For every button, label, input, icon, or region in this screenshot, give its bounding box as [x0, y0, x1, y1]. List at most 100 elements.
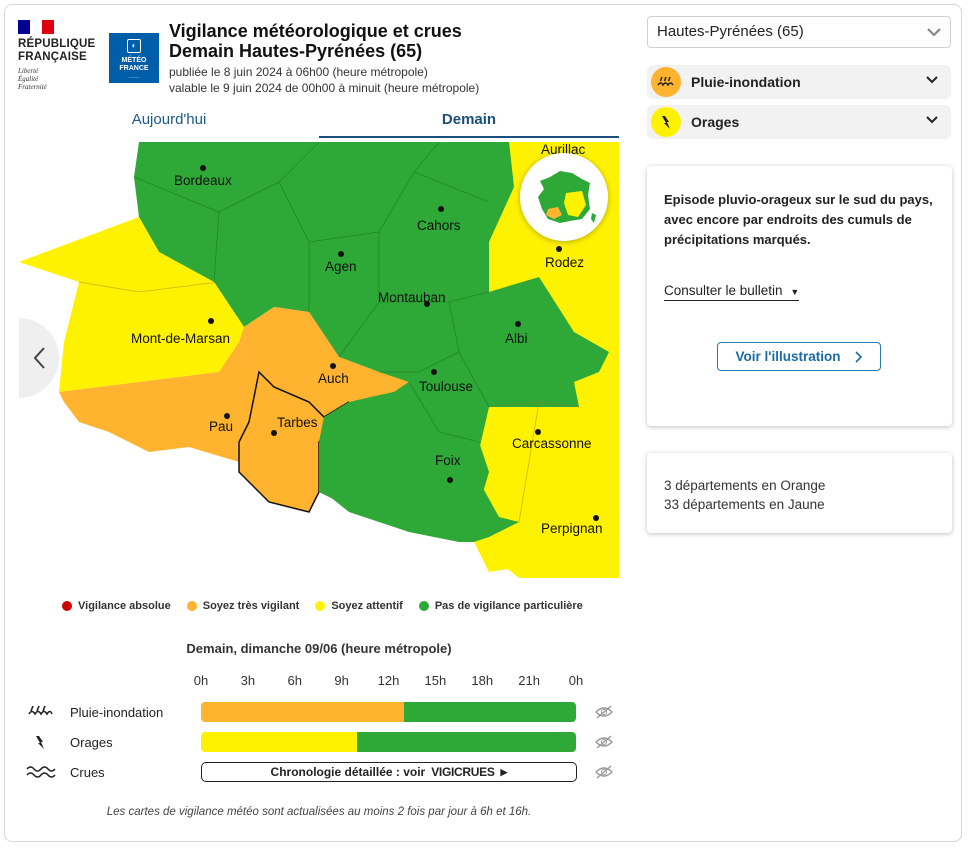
city-label-agen: Agen	[325, 259, 357, 274]
city-dot-bordeaux	[200, 165, 206, 171]
city-dot-albi	[515, 321, 521, 327]
page-title-line2: Demain Hautes-Pyrénées (65)	[169, 41, 423, 61]
hour-tick-label: 9h	[334, 673, 349, 688]
legend-item-yellow: Soyez attentif	[315, 600, 403, 612]
hidden-eye-icon[interactable]	[594, 764, 614, 780]
count-orange: 3 départements en Orange	[664, 478, 826, 493]
legend-label-green: Pas de vigilance particulière	[434, 600, 583, 612]
city-label-montauban: Montauban	[378, 290, 446, 305]
consult-bulletin-label: Consulter le bulletin	[664, 283, 783, 298]
vigicrues-link-text: Chronologie détaillée : voir	[270, 765, 426, 779]
view-illustration-button[interactable]: Voir l'illustration	[717, 342, 881, 371]
phenomenon-storm-label: Orages	[691, 114, 740, 130]
legend-dot-red	[62, 601, 72, 611]
city-label-pau: Pau	[209, 419, 233, 434]
department-borders-south	[78, 281, 580, 523]
france-minimap[interactable]	[520, 153, 608, 241]
tab-tomorrow[interactable]: Demain	[319, 110, 619, 138]
city-dot-mont-de-marsan	[208, 318, 214, 324]
hour-tick-label: 3h	[240, 673, 256, 688]
city-dot-auch	[330, 363, 336, 369]
legend-label-yellow: Soyez attentif	[331, 600, 403, 612]
consult-bulletin-dropdown[interactable]: Consulter le bulletin ▼	[664, 283, 800, 301]
hidden-eye-icon[interactable]	[594, 734, 614, 750]
timeline-label-flood: Crues	[70, 765, 105, 780]
hour-tick-label: 18h	[471, 673, 494, 688]
france-minimap-icon	[538, 171, 596, 223]
rain-flood-icon	[26, 704, 54, 725]
city-label-mont-de-marsan: Mont-de-Marsan	[131, 331, 230, 346]
chevron-down-icon	[927, 28, 941, 37]
city-label-rodez: Rodez	[545, 255, 584, 270]
map-legend: Vigilance absolue Soyez très vigilant So…	[62, 600, 583, 612]
bulletin-summary: Episode pluvio-orageux sur le sud du pay…	[664, 192, 933, 247]
chevron-right-icon	[855, 350, 863, 363]
vigilance-map[interactable]: Bordeaux Aurillac Cahors Agen Rodez Mont…	[19, 142, 619, 578]
region-orange-pau[interactable]	[59, 342, 274, 462]
city-label-foix: Foix	[435, 453, 461, 468]
phenomenon-storm-accordion[interactable]: Orages	[647, 105, 951, 139]
meteo-france-logo: ◐ MÉTÉO FRANCE ———	[109, 33, 159, 83]
hour-tick-label: 6h	[287, 673, 302, 688]
page-title: Vigilance météorologique et crues Demain…	[169, 21, 462, 61]
count-yellow: 33 départements en Jaune	[664, 497, 825, 512]
department-borders	[133, 142, 490, 443]
region-green-ariege[interactable]	[319, 382, 489, 542]
rain-flood-icon	[651, 67, 681, 97]
page-title-line1: Vigilance météorologique et crues	[169, 21, 462, 41]
republique-motto: Liberté Égalité Fraternité	[18, 67, 47, 91]
french-flag-icon	[18, 20, 54, 34]
city-dot-carcassonne	[535, 429, 541, 435]
city-markers: Bordeaux Aurillac Cahors Agen Rodez Mont…	[131, 142, 603, 536]
bulletin-card	[647, 166, 952, 426]
storm-yellow-segment	[201, 732, 357, 752]
city-dot-cahors	[438, 206, 444, 212]
meteo-france-emblem-icon: ◐	[127, 39, 141, 53]
hour-tick-label: 0h	[568, 673, 584, 688]
legend-dot-orange	[186, 601, 197, 611]
validity-date: valable le 9 juin 2024 de 00h00 à minuit…	[169, 81, 480, 95]
department-select[interactable]: Hautes-Pyrénées (65)	[647, 16, 951, 48]
vigicrues-brand: VIGICRUES	[431, 765, 495, 779]
city-dot-toulouse	[431, 369, 437, 375]
legend-label-orange: Soyez très vigilant	[202, 600, 300, 612]
city-label-albi: Albi	[505, 331, 528, 346]
legend-item-absolute: Vigilance absolue	[62, 600, 171, 612]
city-dot-montauban	[424, 301, 430, 307]
hour-tick-label: 12h	[377, 673, 400, 688]
legend-item-orange: Soyez très vigilant	[186, 600, 300, 612]
chevron-down-icon	[926, 76, 938, 84]
region-yellow-landes[interactable]	[19, 217, 244, 392]
published-date: publiée le 8 juin 2024 à 06h00 (heure mé…	[169, 65, 428, 79]
hour-tick-label: 21h	[518, 673, 540, 688]
region-green-center[interactable]	[134, 142, 609, 542]
city-label-toulouse: Toulouse	[419, 379, 473, 394]
city-label-bordeaux: Bordeaux	[174, 173, 232, 188]
city-dot-rodez	[556, 246, 562, 252]
department-counts: 3 départements en Orange 33 départements…	[664, 476, 825, 514]
hidden-eye-icon[interactable]	[594, 704, 614, 720]
play-arrow-icon: ▶	[500, 766, 508, 777]
republique-name: RÉPUBLIQUE FRANÇAISE	[18, 38, 96, 63]
city-dot-pau	[224, 413, 230, 419]
tab-today[interactable]: Aujourd'hui	[131, 111, 207, 128]
chevron-left-icon	[33, 347, 45, 369]
vigicrues-link[interactable]: Chronologie détaillée : voir VIGICRUES ▶	[201, 762, 577, 782]
republique-francaise-logo: RÉPUBLIQUE FRANÇAISE Liberté Égalité Fra…	[18, 20, 104, 100]
lightning-icon	[33, 734, 47, 755]
meteo-france-tagline: ———	[128, 75, 140, 79]
rain-orange-segment	[201, 702, 404, 722]
city-dot-tarbes	[271, 430, 277, 436]
city-label-auch: Auch	[318, 371, 349, 386]
timeline-label-rain: Pluie-inondation	[70, 705, 164, 720]
city-label-perpignan: Perpignan	[541, 521, 603, 536]
timeline-bar-rain	[201, 702, 576, 722]
hour-tick-label: 15h	[424, 673, 447, 688]
hour-tick-label: 0h	[193, 673, 209, 688]
city-dot-foix	[447, 477, 453, 483]
timeline-title: Demain, dimanche 09/06 (heure métropole)	[186, 641, 452, 656]
lightning-icon	[651, 107, 681, 137]
city-label-carcassonne: Carcassonne	[512, 436, 592, 451]
phenomenon-rain-accordion[interactable]: Pluie-inondation	[647, 65, 951, 99]
city-label-tarbes: Tarbes	[277, 415, 318, 430]
